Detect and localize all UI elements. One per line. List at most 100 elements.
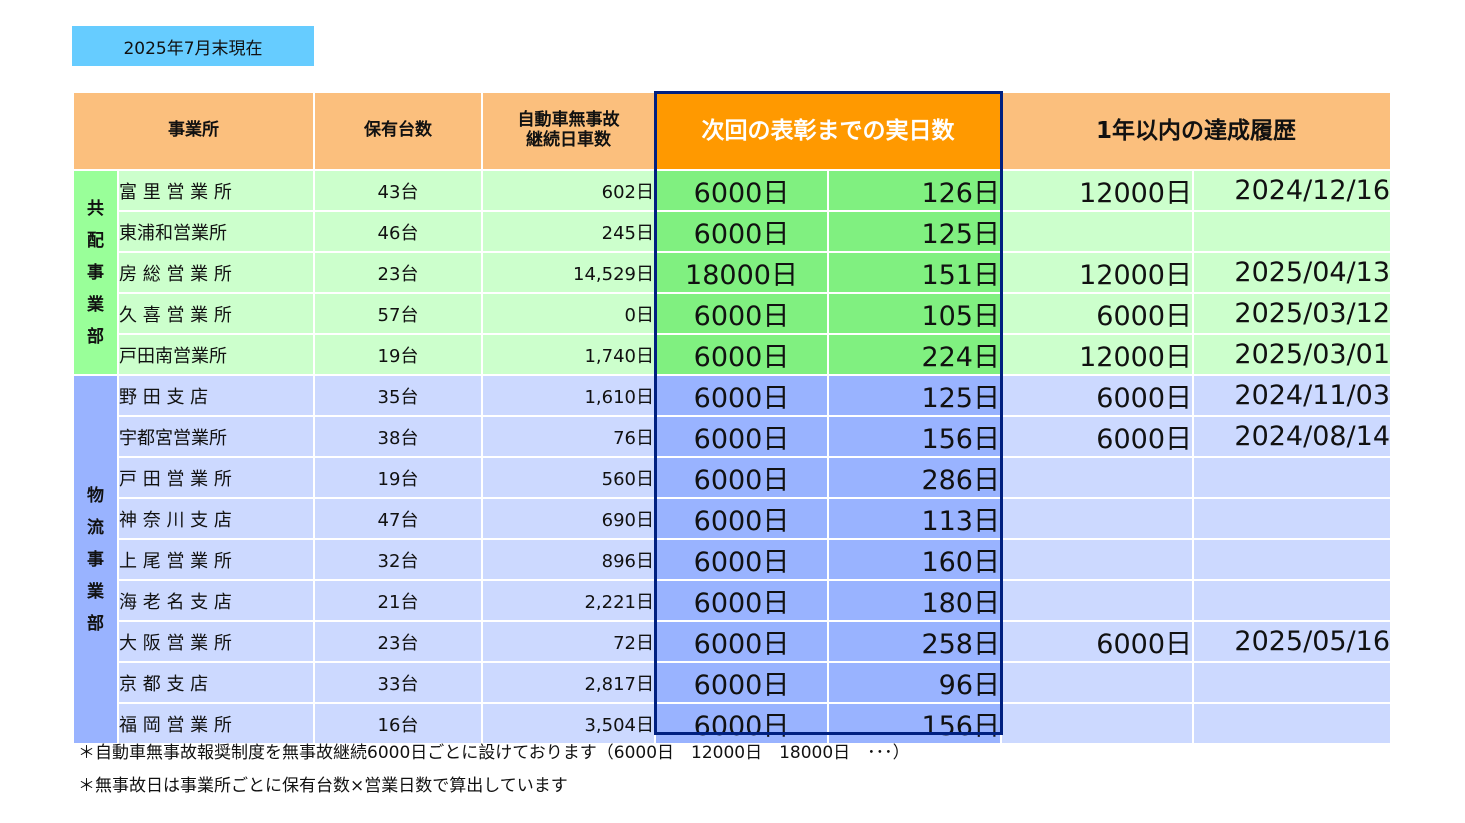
- division-label-char: 部: [87, 326, 104, 347]
- remaining-days-cell: 180日: [827, 579, 1002, 622]
- streak-days-cell: 896日: [481, 538, 656, 581]
- units-cell: 43台: [313, 169, 483, 212]
- units-cell: 23台: [313, 251, 483, 294]
- as-of-date-badge: 2025年7月末現在: [72, 26, 314, 66]
- next-target-cell: 18000日: [654, 251, 829, 294]
- units-cell: 19台: [313, 456, 483, 499]
- streak-days-cell: 14,529日: [481, 251, 656, 294]
- history-date-cell: 2024/11/03: [1191, 374, 1393, 417]
- next-target-cell: 6000日: [654, 415, 829, 458]
- table-row: 戸 田 営 業 所 19台 560日 6000日 286日: [73, 456, 1393, 499]
- next-target-cell: 6000日: [654, 292, 829, 335]
- next-target-cell: 6000日: [654, 702, 829, 745]
- footnote-award-system: ＊自動車無事故報奨制度を無事故継続6000日ごとに設けております（6000日 1…: [78, 743, 910, 763]
- table-body: 共配事業部富 里 営 業 所 43台 602日 6000日 126日 12000日 2024…: [72, 169, 1393, 745]
- division-label-butsuryu: 物流事業部: [72, 374, 119, 745]
- remaining-days-cell: 125日: [827, 374, 1002, 417]
- remaining-days-cell: 258日: [827, 620, 1002, 663]
- history-date-cell: [1191, 661, 1393, 704]
- office-name-cell: 戸 田 営 業 所: [117, 456, 315, 499]
- office-name-cell: 福 岡 営 業 所: [117, 702, 315, 745]
- table-row: 大 阪 営 業 所 23台 72日 6000日 258日 6000日 2025/05/16: [73, 620, 1393, 663]
- table-row: 宇都宮営業所 38台 76日 6000日 156日 6000日 2024/08/14: [73, 415, 1393, 458]
- header-history: 1年以内の達成履歴: [999, 91, 1393, 171]
- history-days-cell: [1000, 579, 1194, 622]
- history-date-cell: 2025/03/01: [1191, 333, 1393, 376]
- units-cell: 33台: [313, 661, 483, 704]
- next-target-cell: 6000日: [654, 497, 829, 540]
- division-label-char: 配: [87, 230, 104, 251]
- streak-days-cell: 245日: [481, 210, 656, 253]
- division-label-char: 事: [87, 549, 104, 570]
- remaining-days-cell: 151日: [827, 251, 1002, 294]
- streak-days-cell: 0日: [481, 292, 656, 335]
- history-days-cell: 6000日: [1000, 415, 1194, 458]
- streak-days-cell: 690日: [481, 497, 656, 540]
- remaining-days-cell: 96日: [827, 661, 1002, 704]
- units-cell: 47台: [313, 497, 483, 540]
- history-date-cell: 2025/04/13: [1191, 251, 1393, 294]
- division-label-char: 事: [87, 262, 104, 283]
- division-label-char: 流: [87, 517, 104, 538]
- header-streak-line2: 継続日車数: [526, 130, 611, 150]
- office-name-cell: 大 阪 営 業 所: [117, 620, 315, 663]
- units-cell: 32台: [313, 538, 483, 581]
- table-row: 東浦和営業所 46台 245日 6000日 125日: [73, 210, 1393, 253]
- streak-days-cell: 1,610日: [481, 374, 656, 417]
- office-name-cell: 富 里 営 業 所: [117, 169, 315, 212]
- units-cell: 35台: [313, 374, 483, 417]
- streak-days-cell: 560日: [481, 456, 656, 499]
- division-label-kyohai: 共配事業部: [72, 169, 119, 376]
- streak-days-cell: 3,504日: [481, 702, 656, 745]
- history-days-cell: [1000, 661, 1194, 704]
- history-date-cell: [1191, 702, 1393, 745]
- office-name-cell: 野 田 支 店: [117, 374, 315, 417]
- next-target-cell: 6000日: [654, 374, 829, 417]
- remaining-days-cell: 286日: [827, 456, 1002, 499]
- as-of-date-label: 2025年7月末現在: [123, 38, 263, 59]
- history-date-cell: [1191, 456, 1393, 499]
- table-row: 京 都 支 店 33台 2,817日 6000日 96日: [73, 661, 1393, 704]
- next-target-cell: 6000日: [654, 579, 829, 622]
- award-status-table: 事業所 保有台数 自動車無事故 継続日車数 次回の表彰までの実日数 1年以内の達…: [72, 91, 1393, 745]
- streak-days-cell: 1,740日: [481, 333, 656, 376]
- units-cell: 57台: [313, 292, 483, 335]
- streak-days-cell: 2,221日: [481, 579, 656, 622]
- history-days-cell: [1000, 210, 1194, 253]
- remaining-days-cell: 224日: [827, 333, 1002, 376]
- table-row: 上 尾 営 業 所 32台 896日 6000日 160日: [73, 538, 1393, 581]
- office-name-cell: 宇都宮営業所: [117, 415, 315, 458]
- header-units: 保有台数: [313, 91, 483, 171]
- streak-days-cell: 76日: [481, 415, 656, 458]
- footnote-calculation: ＊無事故日は事業所ごとに保有台数×営業日数で算出しています: [78, 776, 568, 796]
- office-name-cell: 久 喜 営 業 所: [117, 292, 315, 335]
- streak-days-cell: 2,817日: [481, 661, 656, 704]
- history-days-cell: [1000, 538, 1194, 581]
- units-cell: 19台: [313, 333, 483, 376]
- history-days-cell: 12000日: [1000, 169, 1194, 212]
- units-cell: 16台: [313, 702, 483, 745]
- remaining-days-cell: 105日: [827, 292, 1002, 335]
- next-target-cell: 6000日: [654, 169, 829, 212]
- division-label-char: 業: [87, 581, 104, 602]
- history-days-cell: [1000, 497, 1194, 540]
- table-row: 神 奈 川 支 店 47台 690日 6000日 113日: [73, 497, 1393, 540]
- table-row: 久 喜 営 業 所 57台 0日 6000日 105日 6000日 2025/03/12: [73, 292, 1393, 335]
- next-target-cell: 6000日: [654, 620, 829, 663]
- history-date-cell: [1191, 210, 1393, 253]
- office-name-cell: 房 総 営 業 所: [117, 251, 315, 294]
- next-target-cell: 6000日: [654, 456, 829, 499]
- history-days-cell: 6000日: [1000, 374, 1194, 417]
- history-days-cell: 6000日: [1000, 292, 1194, 335]
- remaining-days-cell: 156日: [827, 415, 1002, 458]
- history-days-cell: 12000日: [1000, 333, 1194, 376]
- units-cell: 38台: [313, 415, 483, 458]
- next-target-cell: 6000日: [654, 538, 829, 581]
- office-name-cell: 東浦和営業所: [117, 210, 315, 253]
- streak-days-cell: 72日: [481, 620, 656, 663]
- table-row: 戸田南営業所 19台 1,740日 6000日 224日 12000日 2025/03/01: [73, 333, 1393, 376]
- table-row: 共配事業部富 里 営 業 所 43台 602日 6000日 126日 12000日 2024…: [72, 169, 1393, 376]
- remaining-days-cell: 126日: [827, 169, 1002, 212]
- division-label-char: 部: [87, 613, 104, 634]
- history-date-cell: [1191, 538, 1393, 581]
